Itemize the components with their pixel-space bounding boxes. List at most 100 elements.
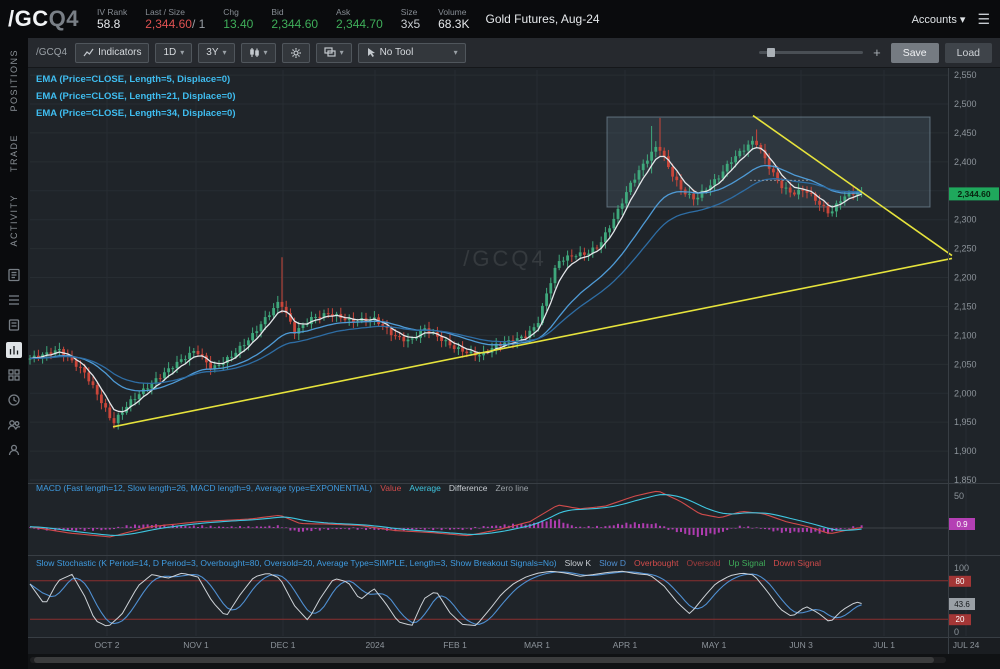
followers-icon[interactable] — [6, 417, 22, 433]
zoom-slider[interactable] — [759, 48, 864, 57]
svg-text:JUL 1: JUL 1 — [873, 640, 895, 650]
chevron-down-icon: ▾ — [222, 48, 227, 57]
history-icon[interactable] — [6, 392, 22, 408]
svg-text:2,100: 2,100 — [954, 330, 977, 340]
ema-line-34 — [29, 178, 862, 385]
stoch-d-line — [29, 571, 862, 625]
field-iv-rank: IV Rank 58.8 — [97, 7, 127, 32]
field-size: Size 3x5 — [401, 7, 420, 32]
tab-trade[interactable]: TRADE — [9, 133, 19, 172]
macd-average-line — [29, 494, 862, 536]
svg-text:2,150: 2,150 — [954, 301, 977, 311]
hamburger-icon[interactable]: ☰ — [977, 10, 990, 27]
field-value: 58.8 — [96, 16, 121, 31]
svg-text:1,950: 1,950 — [954, 417, 977, 427]
time-scrollbar-handle — [34, 657, 934, 663]
left-sidebar: POSITIONS TRADE ACTIVITY — [0, 38, 28, 669]
svg-text:MAR 1: MAR 1 — [524, 640, 550, 650]
svg-text:0: 0 — [954, 627, 959, 637]
svg-text:1,850: 1,850 — [954, 475, 977, 485]
symbol-title: /GCQ4 — [8, 6, 79, 32]
field-label: IV Rank — [96, 6, 128, 17]
chart-icon[interactable] — [6, 342, 22, 359]
field-last-size: Last / Size 2,344.60 / 1 — [145, 7, 205, 32]
chart-symbol-label: /GCQ4 — [36, 47, 68, 58]
watchlist-icon[interactable] — [6, 317, 22, 333]
svg-text:2,550: 2,550 — [954, 70, 977, 80]
svg-text:100: 100 — [954, 563, 969, 573]
svg-text:80: 80 — [956, 577, 965, 586]
candlestick-icon — [249, 48, 259, 57]
save-button[interactable]: Save — [890, 42, 939, 63]
orders-icon[interactable] — [6, 292, 22, 308]
timeframe-dropdown[interactable]: 1D ▾ — [155, 42, 193, 63]
svg-text:DEC 1: DEC 1 — [270, 640, 295, 650]
chart-type-dropdown[interactable]: ▾ — [240, 42, 276, 63]
svg-text:OCT 2: OCT 2 — [95, 640, 120, 650]
field-label: Bid — [271, 6, 284, 17]
symbol-month: Q4 — [48, 6, 79, 31]
svg-text:2,000: 2,000 — [954, 388, 977, 398]
field-bid: Bid 2,344.60 — [271, 7, 318, 32]
svg-text:MAY 1: MAY 1 — [702, 640, 727, 650]
indicators-icon — [83, 48, 94, 57]
svg-text:2,200: 2,200 — [954, 273, 977, 283]
contract-description: Gold Futures, Aug-24 — [485, 12, 600, 26]
header: /GCQ4 IV Rank 58.8 Last / Size 2,344.60 … — [0, 0, 1000, 38]
field-label: Ask — [336, 6, 351, 17]
drawing-tool-dropdown[interactable]: No Tool ▾ — [357, 42, 466, 63]
journal-icon[interactable] — [6, 267, 22, 283]
field-label: Chg — [223, 6, 239, 17]
chevron-down-icon: ▾ — [453, 48, 458, 57]
svg-text:/GCQ4: /GCQ4 — [463, 246, 546, 271]
field-label: Volume — [438, 6, 467, 17]
zoom-in-button[interactable]: + — [873, 45, 881, 60]
svg-text:APR 1: APR 1 — [613, 640, 638, 650]
chart-settings-button[interactable] — [281, 42, 310, 63]
field-suffix: / 1 — [191, 16, 206, 31]
svg-text:2,400: 2,400 — [954, 157, 977, 167]
svg-text:JUL 24: JUL 24 — [953, 640, 980, 650]
stoch-k-line — [29, 570, 862, 627]
field-chg: Chg 13.40 — [223, 7, 253, 32]
svg-text:1,900: 1,900 — [954, 446, 977, 456]
field-label: Size — [400, 6, 418, 17]
layers-icon — [323, 47, 336, 57]
svg-text:2,450: 2,450 — [954, 128, 977, 138]
profile-icon[interactable] — [6, 442, 22, 458]
svg-text:43.6: 43.6 — [954, 600, 970, 609]
accounts-dropdown[interactable]: Accounts ▾ — [911, 13, 966, 26]
svg-text:FEB 1: FEB 1 — [443, 640, 467, 650]
tab-activity[interactable]: ACTIVITY — [9, 193, 19, 247]
field-value: 2,344.70 — [336, 16, 383, 31]
svg-text:2,250: 2,250 — [954, 244, 977, 254]
svg-text:50: 50 — [954, 491, 964, 501]
cursor-icon — [367, 48, 375, 57]
field-value: 2,344.60 — [145, 16, 192, 31]
field-value: 3x5 — [400, 16, 421, 31]
grid-icon[interactable] — [6, 367, 22, 383]
load-button[interactable]: Load — [944, 42, 992, 63]
chevron-down-icon: ▾ — [180, 48, 185, 57]
field-volume: Volume 68.3K — [438, 7, 469, 32]
layout-dropdown[interactable]: ▾ — [315, 42, 352, 63]
tab-positions[interactable]: POSITIONS — [9, 49, 19, 112]
field-ask: Ask 2,344.70 — [336, 7, 383, 32]
range-dropdown[interactable]: 3Y ▾ — [198, 42, 235, 63]
svg-text:20: 20 — [956, 615, 965, 624]
chevron-down-icon: ▾ — [959, 13, 966, 26]
indicators-button[interactable]: Indicators — [75, 42, 150, 63]
symbol-root: /GC — [8, 6, 49, 31]
svg-text:0.9: 0.9 — [956, 520, 968, 529]
chevron-down-icon: ▾ — [339, 48, 344, 57]
field-value: 68.3K — [438, 16, 470, 31]
trendline — [112, 257, 953, 428]
svg-text:2,500: 2,500 — [954, 99, 977, 109]
field-value: 2,344.60 — [271, 16, 319, 31]
ema-line-5 — [29, 146, 862, 413]
svg-text:JUN 3: JUN 3 — [789, 640, 813, 650]
zoom-slider-handle[interactable] — [767, 48, 776, 57]
gear-icon — [290, 47, 301, 58]
field-value: 13.40 — [223, 16, 254, 31]
